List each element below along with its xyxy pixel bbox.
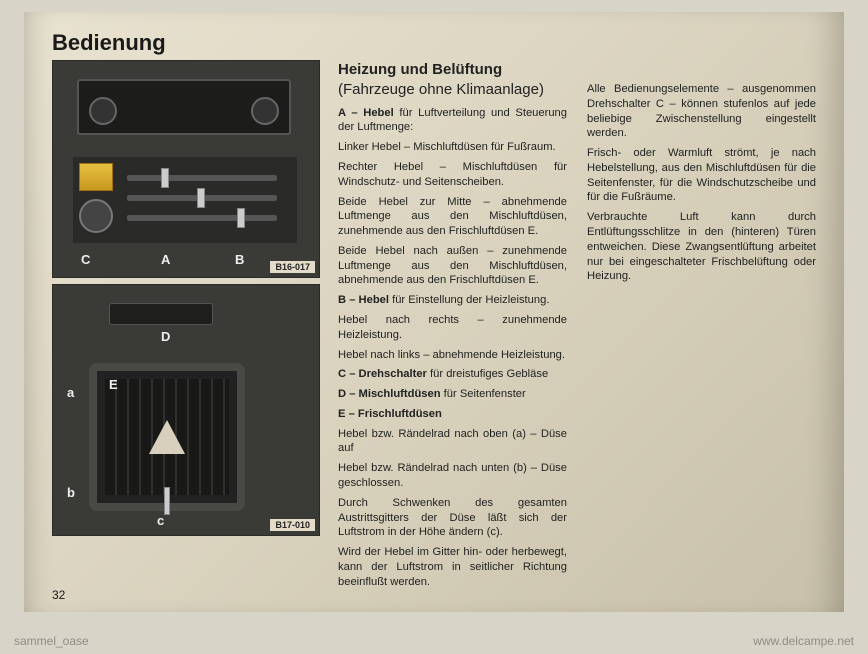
lead-bold: C – Drehschalter (338, 368, 427, 380)
callout-d: D (161, 329, 170, 344)
para: C – Drehschalter für dreistufiges Gebläs… (338, 367, 567, 382)
page-title: Bedienung (52, 30, 816, 56)
warning-light-icon (79, 163, 113, 191)
content-row: C A B B16-017 D E a b c B17-010 (52, 60, 816, 594)
section-title-main: Heizung und Belüftung (338, 61, 502, 78)
para-text: für Einstellung der Heizleistung. (389, 294, 549, 306)
text-columns: Heizung und Belüftung (Fahrzeuge ohne Kl… (338, 60, 816, 594)
para: D – Mischluftdüsen für Seitenfenster (338, 387, 567, 402)
photo-air-vent: D E a b c B17-010 (52, 284, 320, 536)
para: Hebel nach rechts – zunehmende Heizleist… (338, 313, 567, 343)
para-text: für Seitenfenster (441, 388, 526, 400)
side-vent-d (109, 303, 213, 325)
page-number: 32 (52, 588, 65, 602)
para: Hebel bzw. Rändelrad nach unten (b) – Dü… (338, 461, 567, 491)
para: Beide Hebel nach außen – zunehmende Luft… (338, 244, 567, 288)
rotary-knob-c (79, 199, 113, 233)
section-heading: Heizung und Belüftung (Fahrzeuge ohne Kl… (338, 60, 567, 100)
para: A – Hebel für Luftverteilung und Steueru… (338, 106, 567, 136)
section-title-sub: (Fahrzeuge ohne Klimaanlage) (338, 81, 544, 98)
slider-thumb (161, 168, 169, 188)
para: Alle Bedienungselemente – ausgenommen Dr… (587, 82, 816, 141)
seller-username: sammel_oase (14, 634, 89, 648)
callout-a: A (161, 252, 170, 267)
col2-spacer (587, 60, 816, 82)
lead-bold: B – Hebel (338, 294, 389, 306)
callout-b: B (235, 252, 244, 267)
lead-bold: D – Mischluftdüsen (338, 388, 441, 400)
heater-slider-panel (73, 157, 297, 243)
photo-column: C A B B16-017 D E a b c B17-010 (52, 60, 320, 594)
para: Frisch- oder Warmluft strömt, je nach He… (587, 146, 816, 205)
para-bold: E – Frischluftdüsen (338, 407, 567, 422)
callout-c-small: c (157, 513, 164, 528)
para: B – Hebel für Einstellung der Heizleistu… (338, 293, 567, 308)
slider-b (127, 215, 277, 221)
para: Beide Hebel zur Mitte – abnehmende Luftm… (338, 195, 567, 239)
lead-bold: A – Hebel (338, 107, 394, 119)
callout-b-small: b (67, 485, 75, 500)
slider-a-right (127, 195, 277, 201)
site-watermark: www.delcampe.net (753, 634, 854, 648)
text-col-1: Heizung und Belüftung (Fahrzeuge ohne Kl… (338, 60, 567, 594)
photo-dashboard-controls: C A B B16-017 (52, 60, 320, 278)
para: Wird der Hebel im Gitter hin- oder herbe… (338, 545, 567, 589)
car-radio-graphic (77, 79, 291, 135)
para: Hebel nach links – abnehmende Heizleistu… (338, 348, 567, 363)
callout-c: C (81, 252, 90, 267)
text-col-2: Alle Bedienungselemente – ausgenommen Dr… (587, 60, 816, 594)
up-arrow-icon (149, 420, 185, 454)
callout-e: E (109, 377, 118, 392)
para: Linker Hebel – Mischluftdüsen für Fußrau… (338, 140, 567, 155)
vent-lever (164, 487, 170, 515)
para: Durch Schwenken des gesamten Austrittsgi… (338, 496, 567, 540)
para: Rechter Hebel – Mischluftdüsen für Winds… (338, 160, 567, 190)
slider-a-left (127, 175, 277, 181)
para: Hebel bzw. Rändelrad nach oben (a) – Düs… (338, 427, 567, 457)
photo-code: B17-010 (270, 519, 315, 531)
photo-code: B16-017 (270, 261, 315, 273)
slider-thumb (237, 208, 245, 228)
manual-page: Bedienung C A B B16-017 D (24, 12, 844, 612)
callout-a-small: a (67, 385, 74, 400)
para-text: für dreistufiges Gebläse (427, 368, 548, 380)
para: Verbrauchte Luft kann durch Entlüftungss… (587, 210, 816, 284)
slider-thumb (197, 188, 205, 208)
